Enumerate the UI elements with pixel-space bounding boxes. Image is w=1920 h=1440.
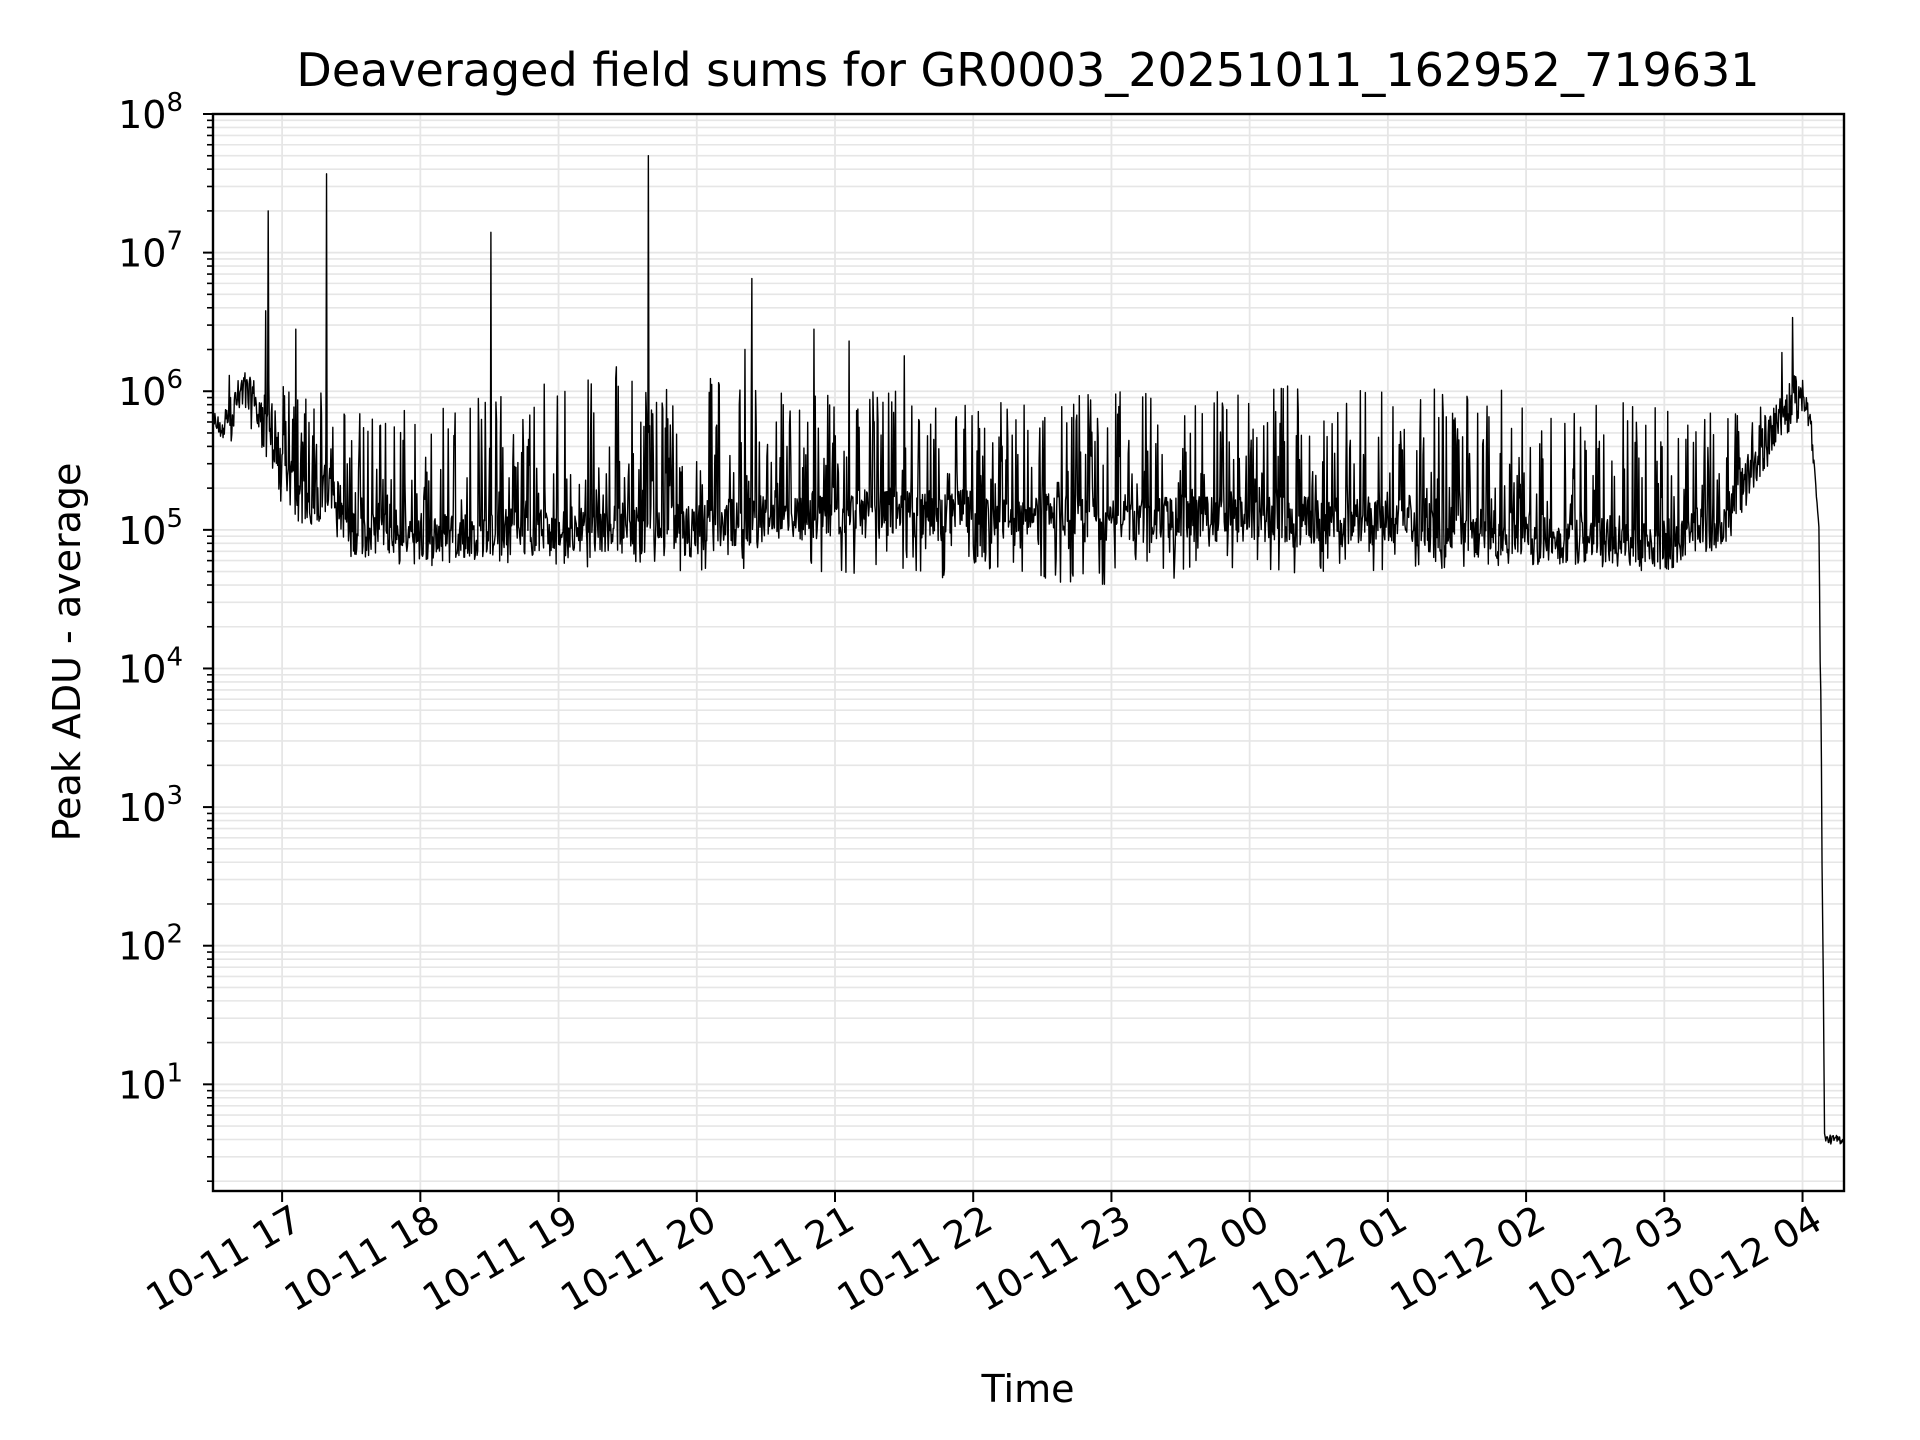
y-axis-label: Peak ADU - average <box>45 463 89 842</box>
y-tick-label: 108 <box>118 88 183 137</box>
y-tick-label: 107 <box>118 227 183 276</box>
y-tick-label: 105 <box>118 504 183 553</box>
series-line <box>213 155 1844 1145</box>
axes-frame <box>211 112 1846 1193</box>
y-tick-label: 104 <box>118 642 183 691</box>
chart-title: Deaveraged field sums for GR0003_2025101… <box>296 43 1759 97</box>
y-tick-label: 103 <box>118 781 183 830</box>
x-axis-label: Time <box>981 1367 1075 1411</box>
y-tick-label: 101 <box>118 1058 183 1107</box>
plot-area <box>213 155 1844 1145</box>
y-axis: 101 102 103 104 105 106 107 108 <box>118 88 213 1183</box>
y-tick-label: 102 <box>118 920 183 969</box>
y-tick-label: 106 <box>118 365 183 414</box>
